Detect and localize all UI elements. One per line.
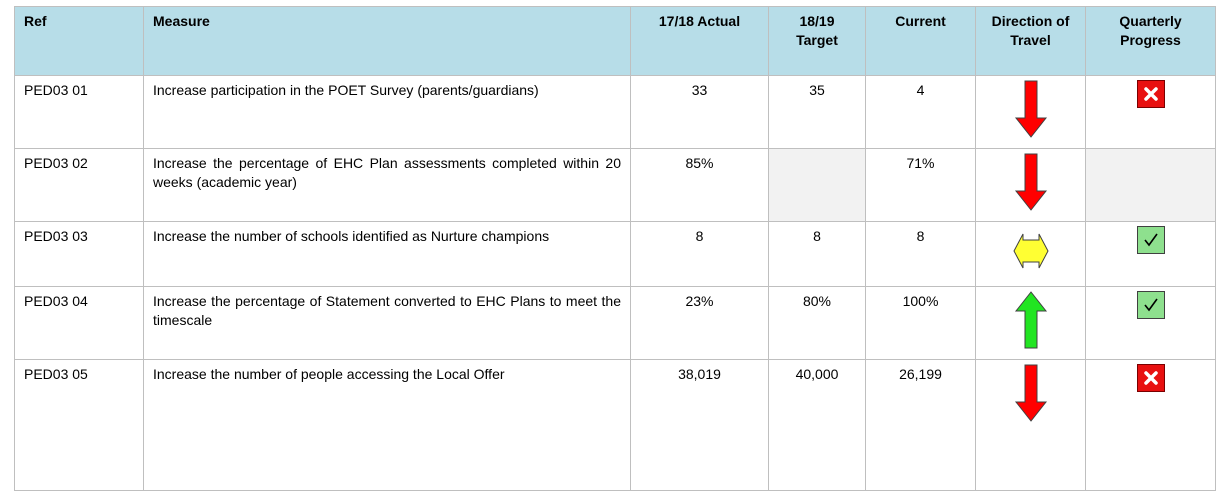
cell: 26,199 bbox=[865, 359, 976, 491]
cell: PED03 04 bbox=[14, 286, 144, 360]
kpi-table: Ref Measure 17/18 Actual 18/19 Target Cu… bbox=[14, 6, 1216, 491]
cell: 100% bbox=[865, 286, 976, 360]
cell: 33 bbox=[630, 75, 769, 149]
cell: PED03 03 bbox=[14, 221, 144, 287]
cell: Increase participation in the POET Surve… bbox=[143, 75, 631, 149]
row: PED03 02 Increase the percentage of EHC P… bbox=[14, 148, 1216, 222]
progress-tick bbox=[1136, 291, 1165, 319]
direction-cell bbox=[975, 221, 1086, 287]
arrow-down bbox=[1014, 153, 1047, 211]
cell: 8 bbox=[768, 221, 866, 287]
progress-cell bbox=[1085, 75, 1216, 149]
progress-cell bbox=[1085, 286, 1216, 360]
cell: 23% bbox=[630, 286, 769, 360]
header-row: Ref Measure 17/18 Actual 18/19 Target Cu… bbox=[14, 6, 1216, 76]
row: PED03 01 Increase participation in the PO… bbox=[14, 75, 1216, 149]
header-cell: Direction of Travel bbox=[975, 6, 1086, 76]
progress-tick bbox=[1136, 226, 1165, 254]
arrow-down bbox=[1014, 364, 1047, 422]
header-cell: Ref bbox=[14, 6, 144, 76]
cell: 35 bbox=[768, 75, 866, 149]
empty-cell bbox=[768, 148, 866, 222]
header-cell: Current bbox=[865, 6, 976, 76]
arrow-up bbox=[1014, 291, 1047, 349]
progress-cell bbox=[1085, 221, 1216, 287]
cell: 85% bbox=[630, 148, 769, 222]
direction-cell bbox=[975, 359, 1086, 491]
cell: 71% bbox=[865, 148, 976, 222]
direction-cell bbox=[975, 148, 1086, 222]
cell: Increase the percentage of EHC Plan asse… bbox=[143, 148, 631, 222]
progress-cross bbox=[1136, 364, 1165, 392]
progress-cell bbox=[1085, 359, 1216, 491]
arrow-down bbox=[1014, 80, 1047, 138]
progress-cross bbox=[1136, 80, 1165, 108]
header-cell: 17/18 Actual bbox=[630, 6, 769, 76]
cell: 80% bbox=[768, 286, 866, 360]
cell: Increase the percentage of Statement con… bbox=[143, 286, 631, 360]
direction-cell bbox=[975, 75, 1086, 149]
cell: 40,000 bbox=[768, 359, 866, 491]
arrow-flat bbox=[1012, 233, 1049, 269]
cell: 4 bbox=[865, 75, 976, 149]
page: Ref Measure 17/18 Actual 18/19 Target Cu… bbox=[14, 6, 1216, 491]
cell: Increase the number of schools identifie… bbox=[143, 221, 631, 287]
empty-cell bbox=[1085, 148, 1216, 222]
cell: PED03 02 bbox=[14, 148, 144, 222]
row: PED03 03 Increase the number of schools i… bbox=[14, 221, 1216, 287]
header-cell: Quarterly Progress bbox=[1085, 6, 1216, 76]
cell: PED03 01 bbox=[14, 75, 144, 149]
table-body: PED03 01 Increase participation in the PO… bbox=[14, 75, 1216, 491]
direction-cell bbox=[975, 286, 1086, 360]
cell: 8 bbox=[630, 221, 769, 287]
row: PED03 05 Increase the number of people ac… bbox=[14, 359, 1216, 491]
cell: PED03 05 bbox=[14, 359, 144, 491]
cell: 8 bbox=[865, 221, 976, 287]
header-cell: Measure bbox=[143, 6, 631, 76]
cell: Increase the number of people accessing … bbox=[143, 359, 631, 491]
row: PED03 04 Increase the percentage of State… bbox=[14, 286, 1216, 360]
header-cell: 18/19 Target bbox=[768, 6, 866, 76]
cell: 38,019 bbox=[630, 359, 769, 491]
